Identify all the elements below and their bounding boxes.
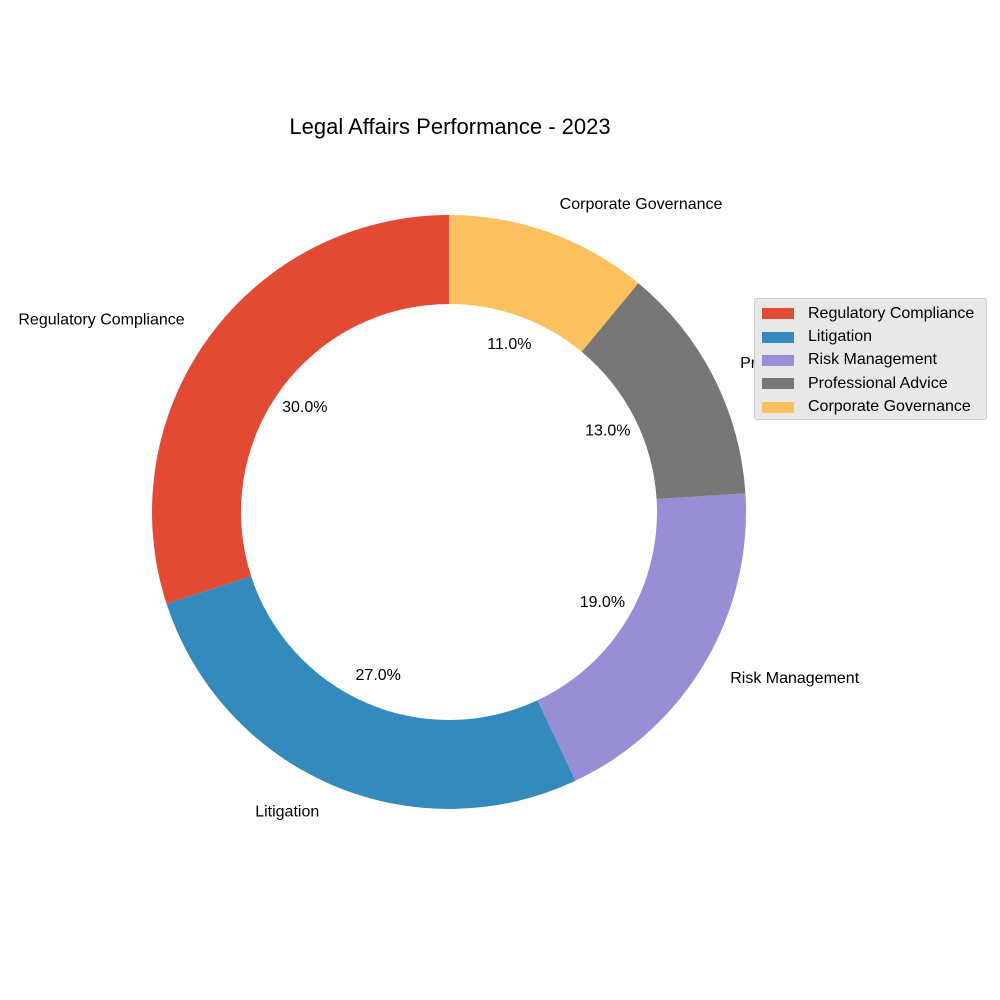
- legend-label: Professional Advice: [808, 374, 948, 392]
- legend-label: Regulatory Compliance: [808, 304, 975, 322]
- legend-swatch: [762, 401, 794, 413]
- legend-label: Corporate Governance: [808, 398, 971, 416]
- percent-label: 27.0%: [356, 667, 401, 684]
- donut-slice: [581, 283, 746, 499]
- donut-slice: [537, 493, 747, 781]
- slice-label: Regulatory Compliance: [18, 311, 184, 328]
- legend-item: Litigation: [755, 325, 986, 348]
- chart-title: Legal Affairs Performance - 2023: [289, 114, 610, 139]
- donut-slices: [151, 215, 747, 809]
- donut-slice: [151, 215, 449, 604]
- slice-label: Corporate Governance: [560, 196, 723, 213]
- legend-swatch: [762, 378, 794, 390]
- percent-label: 13.0%: [585, 423, 630, 440]
- legend-item: Corporate Governance: [755, 396, 986, 419]
- slice-label: Risk Management: [730, 670, 860, 687]
- legend-item: Regulatory Compliance: [755, 302, 986, 325]
- legend-label: Risk Management: [808, 351, 937, 369]
- donut-slice: [166, 576, 576, 809]
- percent-label: 19.0%: [580, 594, 625, 611]
- legend-swatch: [762, 331, 794, 343]
- legend-item: Professional Advice: [755, 372, 986, 395]
- percent-label: 11.0%: [487, 336, 531, 353]
- legend-swatch: [762, 308, 794, 320]
- legend-item: Risk Management: [755, 349, 986, 372]
- legend-label: Litigation: [808, 328, 873, 346]
- slice-label: Litigation: [255, 803, 319, 820]
- percent-label: 30.0%: [282, 399, 327, 416]
- chart-legend: Regulatory Compliance Litigation Risk Ma…: [754, 298, 987, 420]
- legend-swatch: [762, 354, 794, 366]
- donut-slice: [449, 215, 639, 352]
